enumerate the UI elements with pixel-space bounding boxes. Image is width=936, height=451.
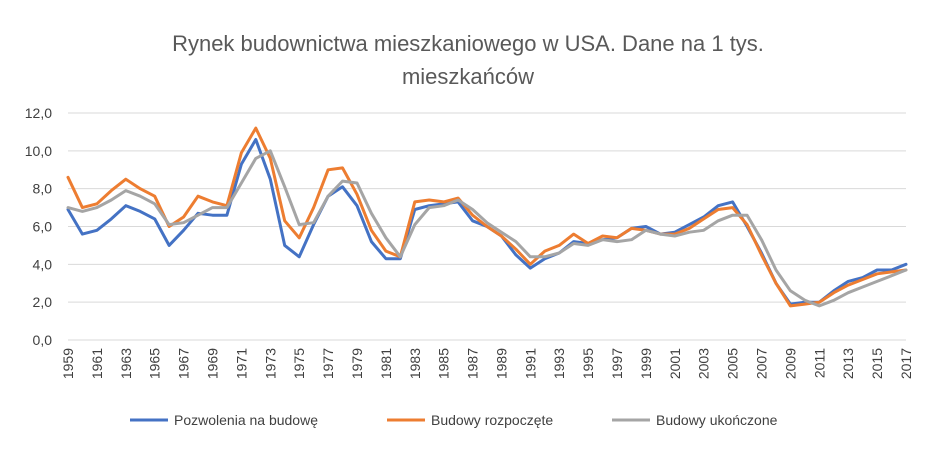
y-tick-label: 12,0 (25, 105, 52, 121)
x-tick-label: 1973 (262, 348, 278, 379)
x-tick-label: 1959 (60, 348, 76, 379)
legend-label: Budowy ukończone (656, 412, 778, 428)
x-tick-label: 1961 (89, 348, 105, 379)
legend-label: Pozwolenia na budowę (174, 412, 318, 428)
series-line-3 (66, 149, 908, 308)
x-tick-label: 2017 (898, 348, 914, 379)
y-tick-label: 4,0 (33, 256, 53, 272)
x-tick-label: 2009 (782, 348, 798, 379)
x-tick-label: 2015 (869, 348, 885, 379)
x-tick-label: 2011 (811, 348, 827, 378)
x-tick-label: 1969 (204, 348, 220, 379)
x-tick-label: 1983 (407, 348, 423, 379)
y-tick-label: 8,0 (33, 181, 53, 197)
series-line-2 (66, 126, 908, 308)
x-tick-label: 1981 (378, 348, 394, 379)
x-tick-label: 1997 (609, 348, 625, 379)
x-tick-label: 1989 (493, 348, 509, 379)
x-tick-label: 1993 (551, 348, 567, 379)
gridlines (68, 112, 906, 341)
x-tick-label: 1987 (465, 348, 481, 379)
series-lines (66, 126, 908, 308)
x-tick-label: 2013 (840, 348, 856, 379)
x-tick-label: 1999 (638, 348, 654, 379)
x-tick-label: 1995 (580, 348, 596, 379)
x-tick-label: 2003 (696, 348, 712, 379)
x-tick-label: 2001 (667, 348, 683, 379)
x-tick-label: 1965 (147, 348, 163, 379)
x-tick-label: 1991 (522, 348, 538, 379)
x-tick-label: 1985 (436, 348, 452, 379)
x-tick-label: 1967 (176, 348, 192, 379)
legend-label: Budowy rozpoczęte (431, 412, 553, 428)
x-tick-label: 2005 (725, 348, 741, 379)
x-tick-label: 2007 (754, 348, 770, 379)
x-tick-label: 1979 (349, 348, 365, 379)
y-tick-label: 6,0 (33, 219, 53, 235)
y-tick-label: 0,0 (33, 332, 53, 348)
x-tick-label: 1963 (118, 348, 134, 379)
legend: Pozwolenia na budowę Budowy rozpoczęte Bud… (130, 412, 778, 428)
y-axis-tick-labels: 0,0 2,0 4,0 6,0 8,0 10,0 12,0 (25, 105, 52, 348)
x-axis-tick-labels: 1959 1961 1963 1965 1967 1969 1971 1973 1975 1977… (60, 348, 914, 379)
x-tick-label: 1977 (320, 348, 336, 379)
y-tick-label: 10,0 (25, 143, 52, 159)
x-tick-label: 1975 (291, 348, 307, 379)
chart-title-line-1: Rynek budownictwa mieszkaniowego w USA. … (172, 31, 764, 56)
chart-title-line-2: mieszkańców (402, 64, 534, 89)
y-tick-label: 2,0 (33, 294, 53, 310)
x-tick-label: 1971 (233, 348, 249, 379)
